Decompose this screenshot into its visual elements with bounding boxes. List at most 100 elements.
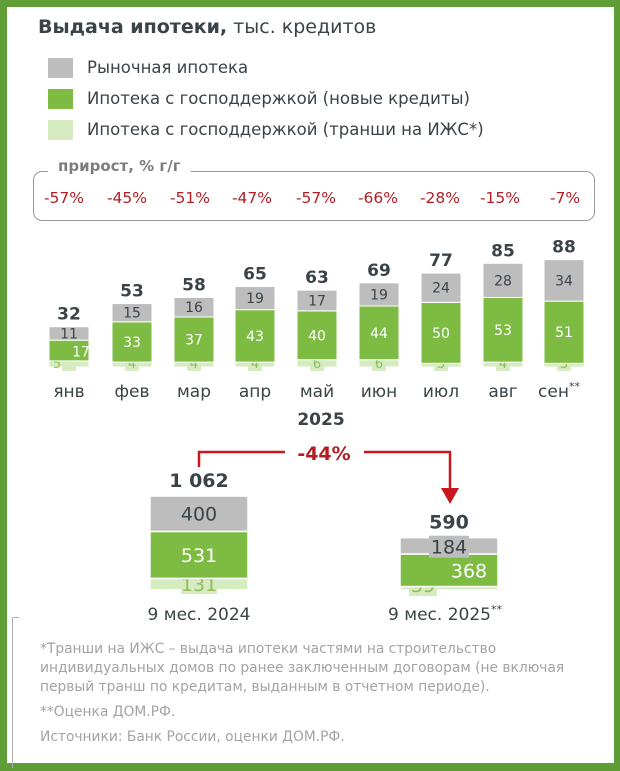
x-tick-label: июн <box>361 382 397 402</box>
legend-swatch-market <box>48 57 73 78</box>
bar-segment-market <box>48 326 90 341</box>
summary-value-label: 131 <box>181 574 217 596</box>
bar-total-label: 77 <box>429 251 453 271</box>
legend-label-market: Рыночная ипотека <box>87 58 249 77</box>
x-tick-text: сен <box>538 382 569 402</box>
bar-value-label: 53 <box>494 323 512 339</box>
bar-value-label: 4 <box>499 357 507 372</box>
bar-segment-market <box>420 272 462 303</box>
x-tick-text: авг <box>488 382 517 402</box>
bar-value-label: 34 <box>555 273 573 289</box>
bar-value-label: 17 <box>308 294 326 310</box>
x-tick-label: май <box>300 382 334 402</box>
bar-segment-state-new <box>358 305 400 361</box>
x-tick-text: июл <box>423 382 459 402</box>
growth-box <box>33 171 595 221</box>
bar-segment-market <box>234 285 276 311</box>
bar-value-label: 37 <box>185 333 203 349</box>
x-tick-label: сен** <box>538 380 580 402</box>
change-arrow: -44% <box>197 443 459 504</box>
bar-value-label: 4 <box>190 357 198 372</box>
growth-value: -15% <box>479 189 521 207</box>
bar-value-label: 4 <box>128 357 136 372</box>
arrow-head-icon <box>441 488 459 504</box>
x-tick-label: авг <box>488 382 517 402</box>
x-tick-label: апр <box>239 382 271 402</box>
change-arrow-line-left <box>197 450 285 467</box>
bar-total-label: 85 <box>491 241 515 261</box>
growth-value: -45% <box>106 189 148 207</box>
footnote-sources: Источники: Банк России, оценки ДОМ.РФ. <box>40 729 345 745</box>
chart-title: Выдача ипотеки, тыс. кредитов <box>38 16 376 38</box>
summary-bar-group: 131 531 400 1 062 9 мес. 2024 <box>148 470 251 625</box>
bar-value-label: 50 <box>432 326 450 342</box>
bar-value-label: 3 <box>560 357 568 372</box>
summary-value-label: 531 <box>181 545 217 567</box>
bar-segment-state-new <box>111 321 153 363</box>
legend-label-state-tranche: Ипотека с господдержкой (транши на ИЖС*) <box>87 120 484 139</box>
bar-segment-market <box>173 296 215 318</box>
x-tick-text: июн <box>361 382 397 402</box>
monthly-bars: 5171132янв4331553фев4371658мар4431965апр… <box>48 238 585 402</box>
bar-segment-state-new <box>173 316 215 363</box>
summary-total-label: 590 <box>429 512 469 534</box>
bar-segment-state-new <box>296 310 338 361</box>
growth-value: -51% <box>169 189 211 207</box>
legend: Рыночная ипотека Ипотека с господдержкой… <box>48 52 484 145</box>
change-arrow-line-right <box>364 450 452 490</box>
bar-value-label: 28 <box>494 273 512 289</box>
growth-value: -47% <box>231 189 273 207</box>
x-tick-label: мар <box>177 382 211 402</box>
bar-total-label: 88 <box>552 238 576 258</box>
bar-value-label: 24 <box>432 281 450 297</box>
summary-x-suffix: ** <box>491 603 503 616</box>
x-tick-label: июл <box>423 382 459 402</box>
bar-segment-market <box>358 282 400 307</box>
chart-title-units: тыс. кредитов <box>227 16 377 38</box>
legend-swatch-state-new <box>48 88 73 109</box>
x-tick-text: мар <box>177 382 211 402</box>
growth-value: -66% <box>357 189 399 207</box>
bar-value-label: 19 <box>246 291 264 307</box>
bar-total-label: 53 <box>120 282 144 302</box>
x-axis-label: 2025 <box>297 410 344 430</box>
bar-group: 6 40 17 63 май <box>296 268 338 402</box>
bar-value-label: 19 <box>370 287 388 303</box>
bar-segment-state-new <box>482 296 524 363</box>
growth-value: -57% <box>43 189 85 207</box>
summary-bar-group: 393681845909 мес. 2025** <box>388 512 502 625</box>
bar-value-label: 43 <box>246 329 264 345</box>
bar-value-label: 40 <box>308 328 326 344</box>
bar-segment-market <box>296 289 338 312</box>
bar-group: 4 43 19 65 апр <box>234 264 276 402</box>
footnote-tranche: *Транши на ИЖС – выдача ипотеки частями … <box>40 641 565 695</box>
summary-x-text: 9 мес. 2025 <box>388 605 491 625</box>
summary-segment-state-new <box>149 530 249 580</box>
legend-label-state-new: Ипотека с господдержкой (новые кредиты) <box>87 89 470 108</box>
bar-value-label: 15 <box>123 306 141 322</box>
market-label-bg <box>429 535 469 558</box>
bar-group: 4 37 16 58 мар <box>173 275 215 402</box>
summary-value-label: 400 <box>181 504 217 526</box>
change-annotation: -44% <box>297 443 350 465</box>
summary-x-text: 9 мес. 2024 <box>148 605 251 625</box>
summary-value-label: 184 <box>431 537 467 559</box>
legend-item-market: Рыночная ипотека <box>48 52 484 83</box>
growth-value: -7% <box>549 189 581 207</box>
chart-title-bold: Выдача ипотеки, <box>38 16 228 38</box>
bar-group: 6 44 19 69 июн <box>358 261 400 402</box>
bar-value-label: 6 <box>375 357 383 372</box>
summary-x-label: 9 мес. 2024 <box>148 605 251 625</box>
bar-group: 4 33 15 53 фев <box>111 282 153 402</box>
bar-value-label: 3 <box>437 357 445 372</box>
footnote-estimate: **Оценка ДОМ.РФ. <box>40 704 176 720</box>
summary-segment-market <box>149 495 249 533</box>
x-tick-text: апр <box>239 382 271 402</box>
bar-value-label: 44 <box>370 326 388 342</box>
bar-segment-market <box>543 259 585 302</box>
x-tick-label: янв <box>53 382 84 402</box>
footnote-bracket <box>12 617 19 768</box>
bar-total-label: 65 <box>243 264 267 284</box>
